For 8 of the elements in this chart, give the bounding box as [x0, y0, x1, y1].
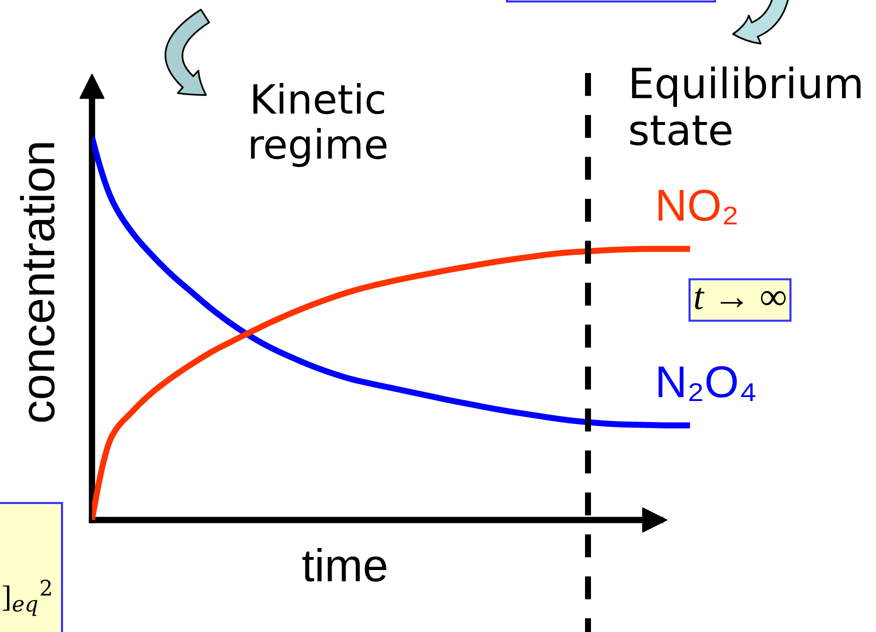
annotation: Kinetic regime [251, 82, 386, 168]
annotation: Equilibrium state [630, 66, 861, 146]
x-axis-title: time [302, 548, 386, 582]
annotation: t → ∞ [694, 288, 786, 310]
series-label: NO₂ [658, 190, 737, 224]
series-label: N₂O₄ [658, 366, 756, 401]
y-axis-title: concentration [20, 143, 55, 422]
text: ]$_{eq}$$^{2}$ [2, 580, 51, 616]
